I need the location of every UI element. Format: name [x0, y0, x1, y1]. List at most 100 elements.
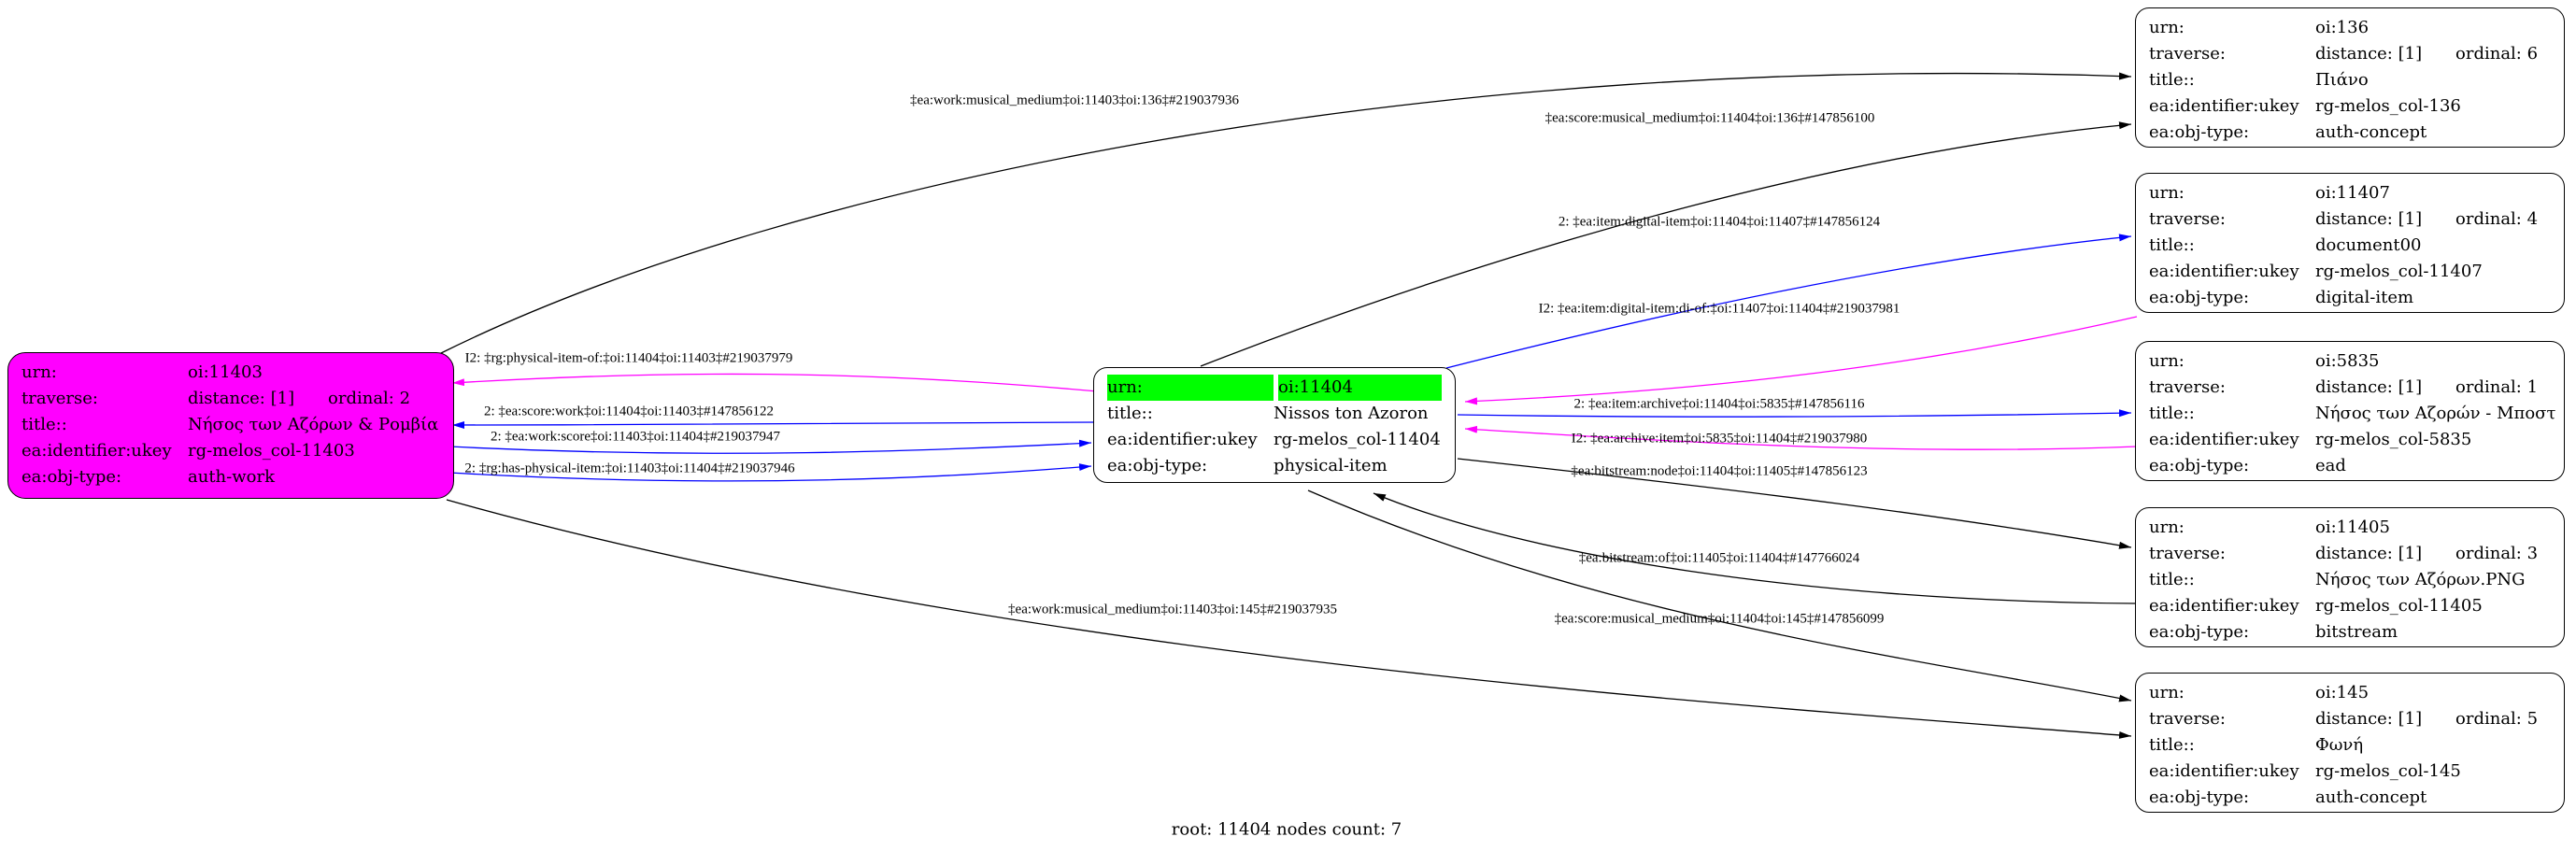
node-oi-5835[interactable]: urn: oi:5835 traverse: distance: [1] ordina… — [2135, 341, 2565, 481]
edge-score-work-11404-11403 — [451, 420, 1096, 429]
field-key: ea:obj-type: — [2149, 787, 2250, 807]
node-oi-11407[interactable]: urn: oi:11407 traverse: distance: [1] ordin… — [2135, 173, 2565, 313]
field-row-urn-highlighted: urn: oi:11404 — [1094, 375, 1455, 401]
field-value-ordinal: ordinal: 3 — [2455, 544, 2539, 563]
field-value-distance: distance: [1] — [188, 389, 295, 408]
field-row-urn: urn: oi:5835 — [2136, 348, 2564, 375]
field-value: rg-melos_col-11403 — [188, 441, 355, 461]
field-key: title:: — [2149, 235, 2195, 255]
field-value: oi:11404 — [1278, 375, 1442, 401]
edge-label: I2: ‡ea:archive:item‡oi:5835‡oi:11404‡#2… — [1571, 431, 1868, 447]
edge-item-archive-11404-5835 — [1457, 409, 2132, 418]
node-oi-11405[interactable]: urn: oi:11405 traverse: distance: [1] ordin… — [2135, 507, 2565, 647]
edge-has-physical-item-11403-11404 — [448, 463, 1092, 482]
edge-work-score-11403-11404 — [448, 439, 1092, 454]
field-row-objtype: ea:obj-type: physical-item — [1094, 453, 1455, 479]
field-value-distance: distance: [1] — [2315, 44, 2423, 64]
field-key: traverse: — [2149, 209, 2226, 229]
edge-label: 2: ‡ea:item:digital-item‡oi:11404‡oi:114… — [1558, 214, 1881, 230]
edge-score-musical-medium-11404-136 — [1200, 121, 2132, 367]
node-oi-11403[interactable]: urn: oi:11403 traverse: distance: [1] ordin… — [7, 352, 454, 499]
field-key: title:: — [1107, 404, 1153, 423]
field-value: rg-melos_col-5835 — [2315, 430, 2472, 449]
edge-archive-item-5835-11404 — [1464, 425, 2138, 450]
field-row-title: title:: Νήσος των Αζόρων & Ρομβία — [8, 412, 453, 438]
field-value: oi:11407 — [2315, 183, 2390, 203]
edge-label: ‡ea:work:musical_medium‡oi:11403‡oi:136‡… — [910, 92, 1239, 108]
node-oi-136[interactable]: urn: oi:136 traverse: distance: [1] ordinal… — [2135, 7, 2565, 148]
field-key: title:: — [2149, 70, 2195, 90]
field-row-urn: urn: oi:11405 — [2136, 515, 2564, 541]
node-oi-11404-root[interactable]: urn: oi:11404 title:: Nissos ton Azoron ea… — [1093, 367, 1456, 483]
field-key: ea:identifier:ukey — [2149, 761, 2299, 781]
field-row-ukey: ea:identifier:ukey rg-melos_col-11405 — [2136, 593, 2564, 619]
field-value: Nissos ton Azoron — [1274, 404, 1429, 423]
field-value: digital-item — [2315, 288, 2414, 307]
field-row-title: title:: Νήσος των Αζορών - Μποστ — [2136, 401, 2564, 427]
field-value: rg-melos_col-145 — [2315, 761, 2461, 781]
field-key: ea:identifier:ukey — [1107, 430, 1258, 449]
edge-item-digital-item-11404-11407 — [1445, 234, 2132, 369]
field-key: urn: — [21, 362, 57, 382]
field-row-urn: urn: oi:11407 — [2136, 180, 2564, 206]
field-value: bitstream — [2315, 622, 2398, 642]
field-value: oi:5835 — [2315, 351, 2380, 371]
field-value-ordinal: ordinal: 2 — [328, 389, 411, 408]
field-row-urn: urn: oi:136 — [2136, 15, 2564, 41]
field-key: ea:identifier:ukey — [2149, 96, 2299, 116]
field-row-ukey: ea:identifier:ukey rg-melos_col-136 — [2136, 93, 2564, 120]
field-row-objtype: ea:obj-type: auth-work — [8, 464, 453, 490]
field-value-distance: distance: [1] — [2315, 209, 2423, 229]
field-key: title:: — [2149, 404, 2195, 423]
field-value: auth-concept — [2315, 122, 2427, 142]
field-key: ea:identifier:ukey — [2149, 430, 2299, 449]
field-key: traverse: — [2149, 709, 2226, 729]
field-value-ordinal: ordinal: 5 — [2455, 709, 2539, 729]
field-key: ea:obj-type: — [2149, 288, 2250, 307]
field-key: ea:obj-type: — [21, 467, 122, 487]
field-value-ordinal: ordinal: 4 — [2455, 209, 2539, 229]
edge-score-musical-medium-11404-145 — [1307, 489, 2132, 702]
edge-work-musical-medium-11403-145 — [446, 499, 2132, 739]
field-key: urn: — [2149, 683, 2185, 702]
field-key: title:: — [2149, 570, 2195, 589]
field-row-objtype: ea:obj-type: ead — [2136, 453, 2564, 479]
field-key: traverse: — [21, 389, 98, 408]
field-row-ukey: ea:identifier:ukey rg-melos_col-11403 — [8, 438, 453, 464]
edge-label: ‡ea:score:musical_medium‡oi:11404‡oi:145… — [1554, 611, 1885, 627]
field-value: rg-melos_col-11404 — [1274, 430, 1441, 449]
field-key: urn: — [2149, 183, 2185, 203]
field-key: ea:obj-type: — [2149, 456, 2250, 475]
field-value: oi:11405 — [2315, 518, 2390, 537]
edge-label: ‡ea:bitstream:of‡oi:11405‡oi:11404‡#1477… — [1578, 550, 1860, 566]
field-value: auth-concept — [2315, 787, 2427, 807]
field-value-ordinal: ordinal: 6 — [2455, 44, 2539, 64]
edge-label: I2: ‡rg:physical-item-of:‡oi:11404‡oi:11… — [464, 350, 793, 366]
edge-digital-item-di-of-11407-11404 — [1464, 316, 2138, 405]
field-value: Νήσος των Αζόρων & Ρομβία — [188, 415, 439, 434]
field-value: Νήσος των Αζόρων.PNG — [2315, 570, 2526, 589]
field-value: oi:11403 — [188, 362, 263, 382]
field-key: ea:obj-type: — [2149, 622, 2250, 642]
field-row-title: title:: Νήσος των Αζόρων.PNG — [2136, 567, 2564, 593]
edge-bitstream-node-11404-11405 — [1457, 458, 2132, 549]
field-value: rg-melos_col-136 — [2315, 96, 2461, 116]
field-value: auth-work — [188, 467, 275, 487]
field-value: rg-melos_col-11407 — [2315, 262, 2483, 281]
field-key: traverse: — [2149, 377, 2226, 397]
field-row-title: title:: Nissos ton Azoron — [1094, 401, 1455, 427]
field-row-traverse: traverse: distance: [1] ordinal: 6 — [2136, 41, 2564, 67]
field-key: ea:identifier:ukey — [2149, 262, 2299, 281]
field-value: Φωνή — [2315, 735, 2364, 755]
node-oi-145[interactable]: urn: oi:145 traverse: distance: [1] ordinal… — [2135, 673, 2565, 813]
edge-label: ‡ea:bitstream:node‡oi:11404‡oi:11405‡#14… — [1571, 463, 1868, 479]
field-value: oi:136 — [2315, 18, 2370, 37]
field-value: rg-melos_col-11405 — [2315, 596, 2483, 616]
edge-bitstream-of-11405-11404 — [1373, 492, 2138, 604]
field-value-distance: distance: [1] — [2315, 709, 2423, 729]
field-key: title:: — [2149, 735, 2195, 755]
edge-label: 2: ‡ea:work:score‡oi:11403‡oi:11404‡#219… — [490, 429, 781, 445]
field-row-traverse: traverse: distance: [1] ordinal: 5 — [2136, 706, 2564, 732]
